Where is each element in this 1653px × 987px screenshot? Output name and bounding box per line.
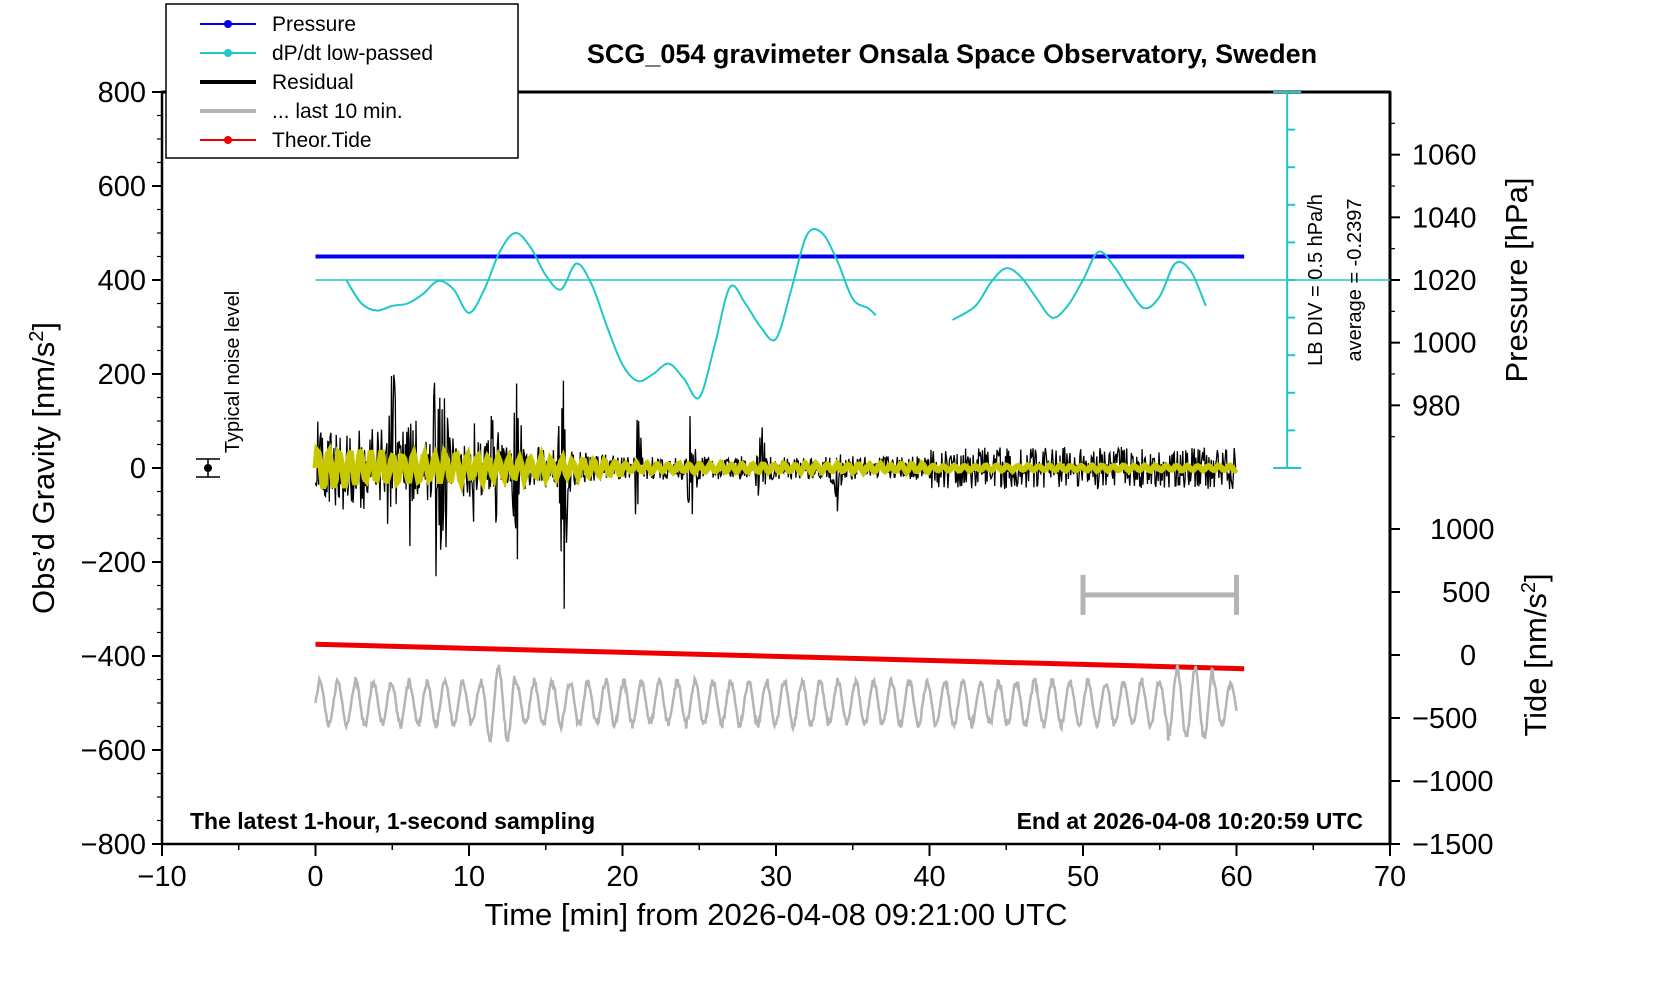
y-axis-title-tide-main: Tide [nm/s — [1518, 593, 1553, 737]
y-axis-title-tide-sup: 2 — [1518, 582, 1540, 593]
tide-tick-label: −500 — [1412, 703, 1477, 735]
legend-marker-tide — [224, 136, 232, 144]
x-tick-label: 40 — [913, 861, 945, 893]
x-tick-label: 50 — [1067, 861, 1099, 893]
legend-label-residual: Residual — [272, 71, 354, 94]
last10-trace — [314, 664, 1238, 743]
y-tick-label: 800 — [98, 77, 146, 109]
tick-labels: −10 0 10 20 30 40 50 60 708006004002000−200−400−… — [81, 77, 1495, 893]
legend-marker-pressure — [224, 20, 232, 28]
average-label: average = -0.2397 — [1344, 199, 1366, 362]
tide-tick-label: 500 — [1442, 577, 1490, 609]
lb-div-label: LB DIV = 0.5 hPa/h — [1305, 194, 1327, 366]
tide-tick-label: −1000 — [1412, 766, 1493, 798]
y-tick-label: −800 — [81, 829, 146, 861]
y-tick-label: 0 — [130, 453, 146, 485]
y-tick-label: −600 — [81, 735, 146, 767]
tide-tick-label: 1000 — [1430, 514, 1495, 546]
residual-trace — [314, 374, 1238, 609]
legend-label-pressure: Pressure — [272, 13, 356, 36]
y-tick-label: 600 — [98, 171, 146, 203]
x-tick-label: 10 — [453, 861, 485, 893]
noise-dot — [204, 464, 212, 472]
dpdt-curve — [345, 228, 877, 400]
pressure-tick-label: 1020 — [1412, 265, 1477, 297]
axis-ticks — [152, 91, 1400, 856]
pressure-tick-label: 1060 — [1412, 140, 1477, 172]
dpdt-curve — [952, 250, 1207, 321]
x-axis-title: Time [min] from 2026-04-08 09:21:00 UTC — [485, 897, 1068, 932]
y-axis-title-left-main: Obs’d Gravity [nm/s — [26, 342, 61, 614]
data-series — [312, 228, 1390, 743]
y-tick-label: −200 — [81, 547, 146, 579]
x-tick-label: 20 — [606, 861, 638, 893]
residual-lowpassed-trace — [312, 442, 1239, 495]
x-tick-label: 0 — [307, 861, 323, 893]
pressure-tick-label: 1040 — [1412, 202, 1477, 234]
tide-line — [315, 641, 1245, 672]
x-tick-label: 70 — [1374, 861, 1406, 893]
noise-level-marker — [196, 458, 220, 478]
noise-level-label: Typical noise level — [222, 291, 244, 453]
legend-label-dpdt: dP/dt low-passed — [272, 42, 433, 65]
end-time-note: End at 2026-04-08 10:20:59 UTC — [1017, 808, 1363, 834]
legend-label-last10: ... last 10 min. — [272, 100, 403, 123]
y-axis-title-pressure: Pressure [hPa] — [1499, 177, 1534, 382]
y-axis-title-left-close: ] — [26, 322, 61, 331]
x-tick-label: −10 — [137, 861, 186, 893]
y-tick-label: 200 — [98, 359, 146, 391]
x-tick-label: 30 — [760, 861, 792, 893]
y-axis-title-tide-close: ] — [1518, 573, 1553, 582]
legend-label-tide: Theor.Tide — [272, 129, 372, 152]
sampling-note: The latest 1-hour, 1-second sampling — [190, 808, 595, 834]
y-tick-label: 400 — [98, 265, 146, 297]
y-tick-label: −400 — [81, 641, 146, 673]
legend: Pressure dP/dt low-passed Residual ... l… — [165, 3, 519, 159]
legend-marker-dpdt — [224, 49, 232, 57]
y-axis-title-tide: Tide [nm/s2] — [1518, 573, 1553, 736]
pressure-tick-label: 980 — [1412, 390, 1460, 422]
pressure-tick-label: 1000 — [1412, 328, 1477, 360]
tide-tick-label: 0 — [1460, 640, 1476, 672]
tide-tick-label: −1500 — [1412, 829, 1493, 861]
chart-title: SCG_054 gravimeter Onsala Space Observat… — [587, 39, 1317, 69]
y-axis-title-left-sup: 2 — [26, 331, 48, 342]
y-axis-title-left: Obs’d Gravity [nm/s2] — [26, 322, 61, 614]
x-tick-label: 60 — [1220, 861, 1252, 893]
